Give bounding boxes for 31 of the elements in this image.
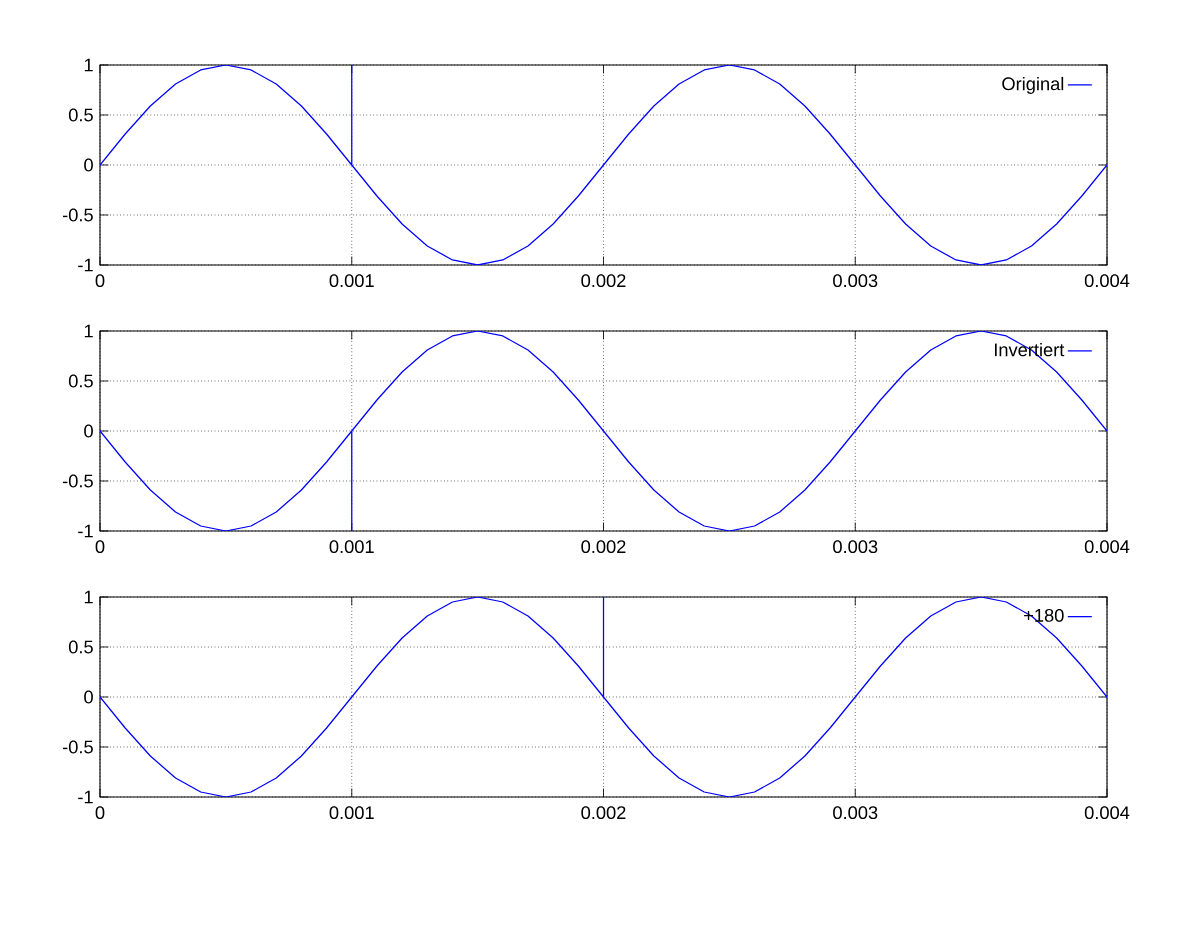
x-tick-label: 0.004 bbox=[1084, 806, 1130, 820]
y-tick-label: -0.5 bbox=[62, 208, 93, 222]
y-tick-label: -1 bbox=[78, 790, 93, 804]
x-tick-label: 0.003 bbox=[833, 540, 878, 554]
y-tick-label: -0.5 bbox=[62, 740, 93, 754]
x-tick-label: 0.003 bbox=[833, 274, 878, 288]
x-tick-label: 0.003 bbox=[833, 806, 878, 820]
x-tick-label: 0.002 bbox=[581, 540, 626, 554]
y-tick-label: -1 bbox=[78, 524, 93, 538]
y-tick-label: 1 bbox=[84, 58, 93, 72]
y-tick-label: 1 bbox=[84, 590, 93, 604]
x-tick-label: 0.004 bbox=[1084, 540, 1130, 554]
x-tick-label: 0.002 bbox=[581, 806, 626, 820]
y-tick-label: -1 bbox=[78, 258, 93, 272]
y-tick-label: 0.5 bbox=[68, 374, 93, 388]
y-tick-label: -0.5 bbox=[62, 474, 93, 488]
y-tick-label: 0 bbox=[84, 424, 93, 438]
y-tick-label: 1 bbox=[84, 324, 93, 338]
x-tick-label: 0 bbox=[95, 540, 105, 554]
x-tick-label: 0.001 bbox=[329, 540, 374, 554]
legend-label: Original bbox=[1002, 76, 1064, 94]
x-tick-label: 0.002 bbox=[581, 274, 626, 288]
x-tick-label: 0 bbox=[95, 806, 105, 820]
y-tick-label: 0.5 bbox=[68, 640, 93, 654]
x-tick-label: 0.001 bbox=[329, 806, 374, 820]
y-tick-label: 0 bbox=[84, 690, 93, 704]
x-tick-label: 0.001 bbox=[329, 274, 374, 288]
x-tick-label: 0 bbox=[95, 274, 105, 288]
y-tick-label: 0 bbox=[84, 158, 93, 172]
y-tick-label: 0.5 bbox=[68, 108, 93, 122]
x-tick-label: 0.004 bbox=[1084, 274, 1130, 288]
